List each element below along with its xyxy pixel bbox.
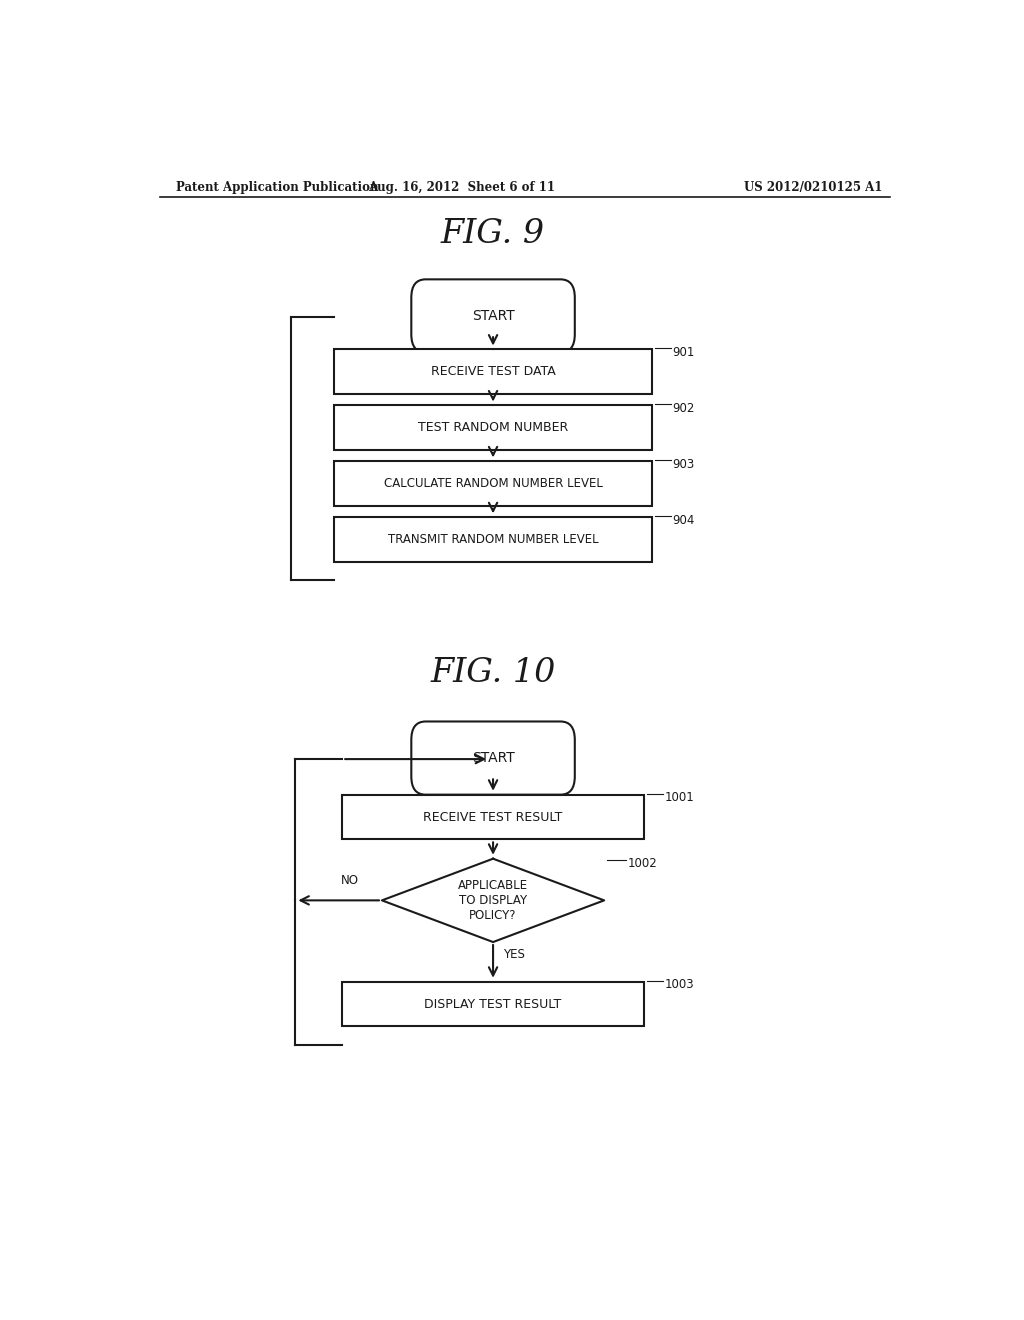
Text: TEST RANDOM NUMBER: TEST RANDOM NUMBER	[418, 421, 568, 434]
Bar	[334, 461, 652, 506]
Text: START: START	[472, 751, 514, 766]
Text: RECEIVE TEST RESULT: RECEIVE TEST RESULT	[423, 810, 563, 824]
Text: DISPLAY TEST RESULT: DISPLAY TEST RESULT	[424, 998, 562, 1011]
FancyBboxPatch shape	[412, 722, 574, 795]
Text: FIG. 9: FIG. 9	[441, 218, 545, 249]
Text: NO: NO	[341, 874, 359, 887]
Bar	[334, 517, 652, 562]
Text: Patent Application Publication: Patent Application Publication	[176, 181, 378, 194]
Text: 1003: 1003	[665, 978, 694, 991]
Text: RECEIVE TEST DATA: RECEIVE TEST DATA	[431, 366, 555, 379]
Text: US 2012/0210125 A1: US 2012/0210125 A1	[743, 181, 882, 194]
Text: 902: 902	[673, 401, 695, 414]
Text: TRANSMIT RANDOM NUMBER LEVEL: TRANSMIT RANDOM NUMBER LEVEL	[388, 533, 598, 546]
Polygon shape	[382, 859, 604, 942]
Text: Aug. 16, 2012  Sheet 6 of 11: Aug. 16, 2012 Sheet 6 of 11	[368, 181, 555, 194]
Text: START: START	[472, 309, 514, 323]
Text: 903: 903	[673, 458, 694, 471]
FancyBboxPatch shape	[412, 280, 574, 352]
Text: FIG. 10: FIG. 10	[430, 657, 556, 689]
Text: 901: 901	[673, 346, 695, 359]
Bar	[342, 982, 644, 1027]
Text: APPLICABLE
TO DISPLAY
POLICY?: APPLICABLE TO DISPLAY POLICY?	[458, 879, 528, 921]
Bar	[334, 405, 652, 450]
Text: 1002: 1002	[628, 857, 657, 870]
Text: CALCULATE RANDOM NUMBER LEVEL: CALCULATE RANDOM NUMBER LEVEL	[384, 477, 602, 490]
Text: YES: YES	[503, 948, 524, 961]
Text: 904: 904	[673, 513, 695, 527]
Bar	[334, 350, 652, 395]
Bar	[342, 795, 644, 840]
Text: 1001: 1001	[665, 791, 694, 804]
